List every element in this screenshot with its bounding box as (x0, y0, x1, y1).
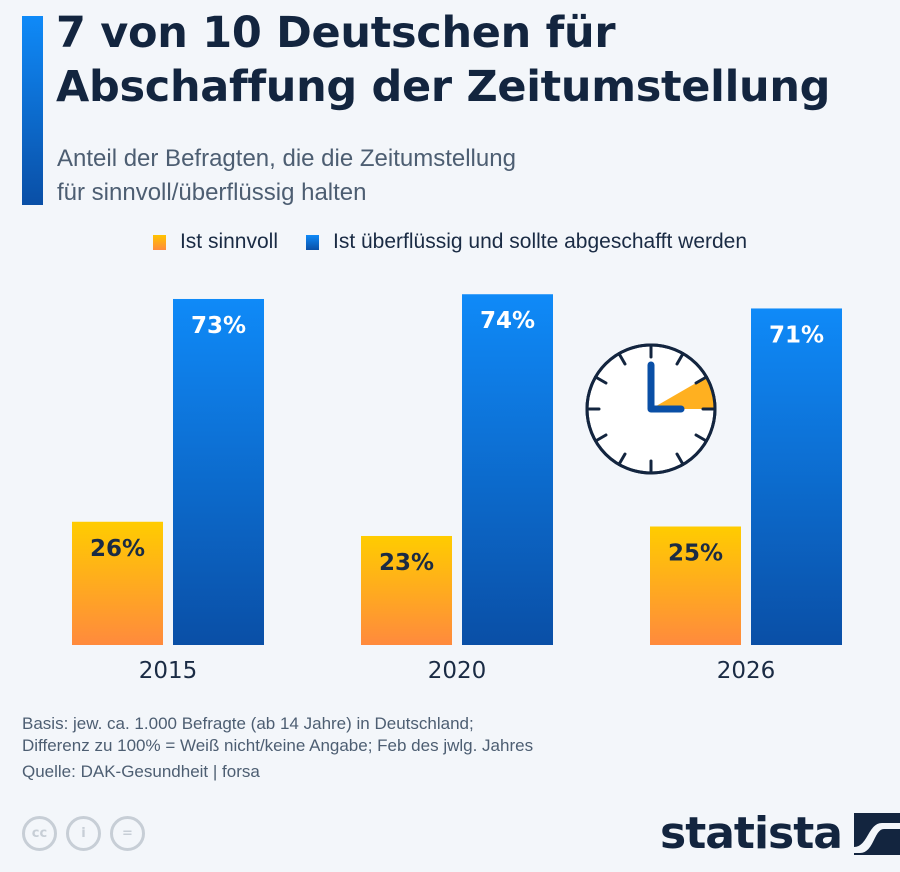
bar-2015-sinnvoll (72, 521, 163, 645)
subtitle-line-1: Anteil der Befragten, die die Zeitumstel… (57, 145, 516, 172)
data-label: 25% (668, 541, 723, 567)
legend-label: Ist überflüssig und sollte abgeschafft w… (333, 230, 748, 253)
attribution-icon[interactable]: i (66, 816, 101, 851)
clock-tick (594, 433, 608, 443)
legend-swatch-blue (306, 234, 319, 250)
cc-icon[interactable]: cc (22, 816, 57, 851)
clock-tick (694, 433, 708, 443)
title-accent-bar (22, 16, 43, 205)
legend-swatch-orange (152, 234, 166, 250)
data-label: 23% (379, 550, 434, 576)
chart-subtitle: Anteil der Befragten, die die Zeitumstel… (57, 142, 516, 210)
statista-logo[interactable]: statista (660, 808, 900, 859)
clock-wedge (651, 377, 715, 409)
clock-icon (585, 343, 717, 475)
source-text: Quelle: DAK-Gesundheit | forsa (22, 762, 260, 781)
x-tick-label: 2020 (428, 658, 487, 684)
legend: Ist sinnvoll Ist überflüssig und sollte … (0, 230, 900, 254)
footnotes: Basis: jew. ca. 1.000 Befragte (ab 14 Ja… (22, 713, 533, 757)
bar-2015-ueberfluessig (173, 298, 264, 645)
data-label: 73% (191, 313, 246, 339)
footnote-line-1: Basis: jew. ca. 1.000 Befragte (ab 14 Ja… (22, 714, 474, 733)
clock-tick (617, 352, 627, 366)
clock-hands (647, 361, 685, 413)
title-line-2: Abschaffung der Zeitumstellung (56, 62, 831, 112)
data-label: 71% (769, 322, 824, 348)
clock-tick (675, 352, 685, 366)
chart-title: 7 von 10 Deutschen für Abschaffung der Z… (56, 6, 830, 114)
subtitle-line-2: für sinnvoll/überflüssig halten (57, 179, 367, 206)
statista-logo-icon (853, 812, 900, 855)
title-line-1: 7 von 10 Deutschen für (56, 8, 616, 58)
no-derivatives-icon[interactable]: = (110, 816, 145, 851)
data-label: 74% (480, 308, 535, 334)
legend-label: Ist sinnvoll (179, 230, 278, 253)
bar-2026-sinnvoll (650, 526, 741, 645)
x-tick-label: 2026 (717, 658, 776, 684)
bar-2020-sinnvoll (361, 535, 452, 645)
clock-tick (694, 375, 708, 385)
statista-wordmark: statista (660, 808, 843, 859)
clock-tick (617, 452, 627, 466)
bar-chart: 26% 73% 2015 23% 74% 2020 25% 71% 2026 (72, 294, 842, 684)
data-label: 26% (90, 536, 145, 562)
clock-tick (594, 375, 608, 385)
legend-item-ueberfluessig: Ist überflüssig und sollte abgeschafft w… (306, 230, 747, 254)
license-icons: cc i = (22, 816, 145, 851)
clock-tick (675, 452, 685, 466)
bar-2026-ueberfluessig (751, 308, 842, 645)
legend-item-sinnvoll: Ist sinnvoll (152, 230, 278, 254)
footnote-line-2: Differenz zu 100% = Weiß nicht/keine Ang… (22, 736, 534, 755)
bar-2020-ueberfluessig (462, 294, 553, 645)
x-tick-label: 2015 (139, 658, 198, 684)
